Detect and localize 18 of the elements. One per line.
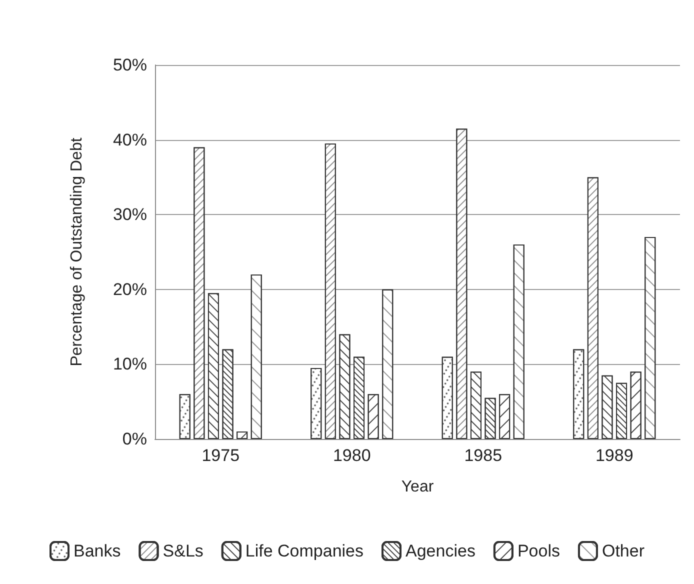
legend-label: S&Ls — [162, 542, 204, 560]
legend-label: Other — [602, 542, 645, 560]
y-tick-label: 30% — [112, 205, 147, 224]
x-tick-label: 1985 — [464, 446, 502, 465]
y-tick-label: 0% — [122, 430, 147, 448]
legend-label: Agencies — [406, 542, 476, 560]
x-axis-title: Year — [401, 478, 434, 496]
y-axis-title: Percentage of Outstanding Debt — [68, 137, 86, 366]
y-tick-label: 40% — [112, 130, 147, 150]
x-tick-label: 1980 — [332, 446, 371, 465]
y-tick-label: 10% — [112, 354, 147, 374]
legend-label: Life Companies — [245, 542, 364, 560]
legend-label: Pools — [517, 542, 560, 560]
y-tick-label: 20% — [112, 280, 147, 299]
legend-label: Banks — [74, 542, 121, 560]
y-tick-label: 50% — [112, 56, 147, 74]
x-tick-label: 1989 — [595, 446, 634, 465]
x-tick-label: 1975 — [202, 446, 240, 465]
